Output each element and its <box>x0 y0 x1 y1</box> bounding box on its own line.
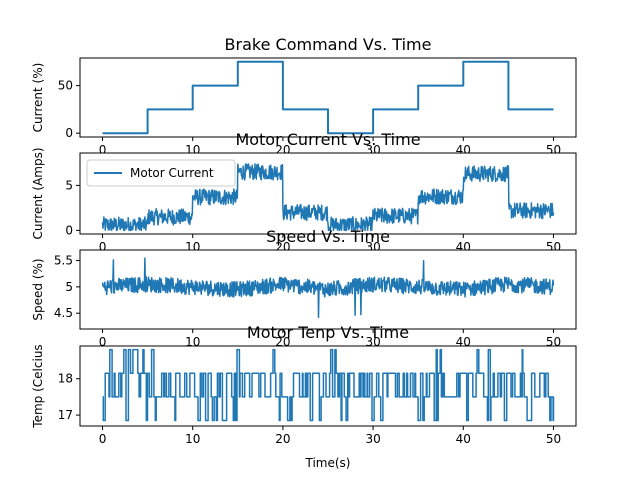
series-line <box>101 257 555 319</box>
subplot-title: Motor Tenp Vs. Time <box>247 323 409 342</box>
axes-frame <box>79 345 577 427</box>
axes-frame <box>79 57 577 138</box>
y-tick-label: 17 <box>58 408 73 422</box>
y-axis-label: Temp (Celcius <box>31 344 45 428</box>
x-tick-label: 0 <box>99 240 107 254</box>
y-axis-label: Current (%) <box>31 63 45 133</box>
y-tick-label: 18 <box>58 372 73 386</box>
subplot-title: Brake Command Vs. Time <box>225 35 432 54</box>
axes-frame <box>79 152 577 235</box>
y-tick-label: 5.5 <box>54 254 73 268</box>
subplot-title: Motor Current Vs. Time <box>235 130 420 149</box>
y-tick-label: 5 <box>65 280 73 294</box>
axes-frame <box>79 249 577 330</box>
x-tick-label: 10 <box>185 432 200 446</box>
legend: Motor Current <box>86 159 236 187</box>
legend-label: Motor Current <box>130 166 214 180</box>
y-tick-label: 50 <box>58 79 73 93</box>
subplot-4: 0 10 20 30 40 50 17 18 Motor Tenp Vs. Time Temp (… <box>31 323 577 446</box>
y-tick-label: 5 <box>65 178 73 192</box>
series-line <box>102 60 554 135</box>
subplot-title: Speed Vs. Time <box>266 227 390 246</box>
x-axis-label: Time(s) <box>305 456 351 470</box>
y-axis-label: Current (Amps) <box>31 147 45 239</box>
x-tick-label: 0 <box>99 335 107 349</box>
x-tick-label: 0 <box>99 432 107 446</box>
legend-box <box>86 159 236 187</box>
y-tick-label: 0 <box>65 223 73 237</box>
x-tick-label: 30 <box>365 432 380 446</box>
x-tick-label: 40 <box>456 432 471 446</box>
x-tick-label: 0 <box>99 143 107 157</box>
series-line <box>101 163 555 232</box>
series-line <box>102 348 555 422</box>
y-axis-label: Speed (%) <box>31 258 45 320</box>
y-tick-label: 0 <box>65 126 73 140</box>
y-tick-label: 4.5 <box>54 306 73 320</box>
x-tick-label: 20 <box>275 432 290 446</box>
x-tick-label: 50 <box>546 432 561 446</box>
